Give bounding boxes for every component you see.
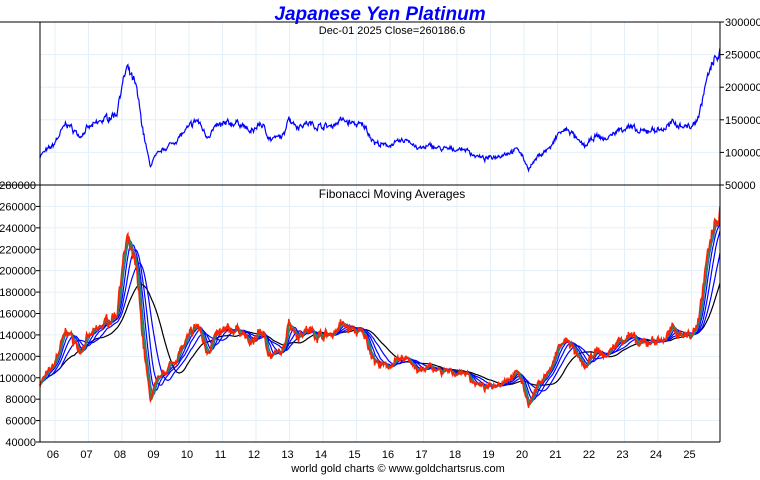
lower-panel-title: Fibonacci Moving Averages bbox=[319, 187, 466, 201]
x-tick-label: 09 bbox=[147, 449, 159, 461]
x-tick-label: 16 bbox=[382, 449, 394, 461]
y-tick-label-left: 160000 bbox=[0, 309, 36, 321]
x-tick-label: 12 bbox=[248, 449, 260, 461]
series-ma-21 bbox=[39, 230, 721, 397]
y-tick-label-right: 100000 bbox=[725, 147, 760, 159]
x-tick-label: 19 bbox=[482, 449, 494, 461]
x-tick-label: 21 bbox=[549, 449, 561, 461]
footer-credit: world gold charts © www.goldchartsrus.co… bbox=[290, 463, 505, 475]
y-tick-label-left: 260000 bbox=[0, 201, 36, 213]
y-tick-label-left: 240000 bbox=[0, 223, 36, 235]
y-tick-label-right: 50000 bbox=[725, 180, 756, 192]
series-lines bbox=[38, 48, 721, 408]
x-tick-label: 07 bbox=[80, 449, 92, 461]
series-ma-5 bbox=[39, 218, 721, 406]
y-tick-label-left: 280000 bbox=[0, 180, 36, 192]
x-tick-label: 25 bbox=[683, 449, 695, 461]
series-ma-13 bbox=[39, 222, 721, 401]
y-tick-label-right: 200000 bbox=[725, 82, 760, 94]
chart-title: Japanese Yen Platinum bbox=[274, 4, 485, 25]
chart-subtitle: Dec-01 2025 Close=260186.6 bbox=[319, 25, 465, 37]
y-tick-label-right: 300000 bbox=[725, 17, 760, 29]
y-tick-label-left: 140000 bbox=[0, 330, 36, 342]
y-tick-label-left: 200000 bbox=[0, 266, 36, 278]
x-tick-label: 18 bbox=[449, 449, 461, 461]
x-tick-label: 13 bbox=[281, 449, 293, 461]
x-tick-label: 22 bbox=[583, 449, 595, 461]
y-tick-label-left: 60000 bbox=[5, 416, 36, 428]
x-tick-label: 17 bbox=[415, 449, 427, 461]
x-tick-label: 08 bbox=[114, 449, 126, 461]
axes: 300000 250000 200000 150000 100000 50000 28000… bbox=[0, 17, 760, 461]
series-price bbox=[38, 206, 721, 408]
x-tick-label: 23 bbox=[616, 449, 628, 461]
x-tick-label: 11 bbox=[215, 449, 226, 461]
y-tick-label-left: 180000 bbox=[0, 287, 36, 299]
x-tick-label: 14 bbox=[315, 449, 327, 461]
y-tick-label-right: 150000 bbox=[725, 115, 760, 127]
y-tick-label-left: 80000 bbox=[5, 394, 36, 406]
x-tick-label: 20 bbox=[516, 449, 528, 461]
x-tick-label: 10 bbox=[181, 449, 193, 461]
y-tick-label-right: 250000 bbox=[725, 50, 760, 62]
x-tick-label: 24 bbox=[650, 449, 662, 461]
y-tick-label-left: 120000 bbox=[0, 351, 36, 363]
price-line bbox=[39, 48, 721, 173]
y-tick-label-left: 220000 bbox=[0, 244, 36, 256]
y-tick-label-left: 40000 bbox=[5, 437, 36, 449]
x-tick-label: 06 bbox=[47, 449, 59, 461]
grid bbox=[40, 21, 720, 443]
y-tick-label-left: 100000 bbox=[0, 373, 36, 385]
x-tick-label: 15 bbox=[348, 449, 360, 461]
